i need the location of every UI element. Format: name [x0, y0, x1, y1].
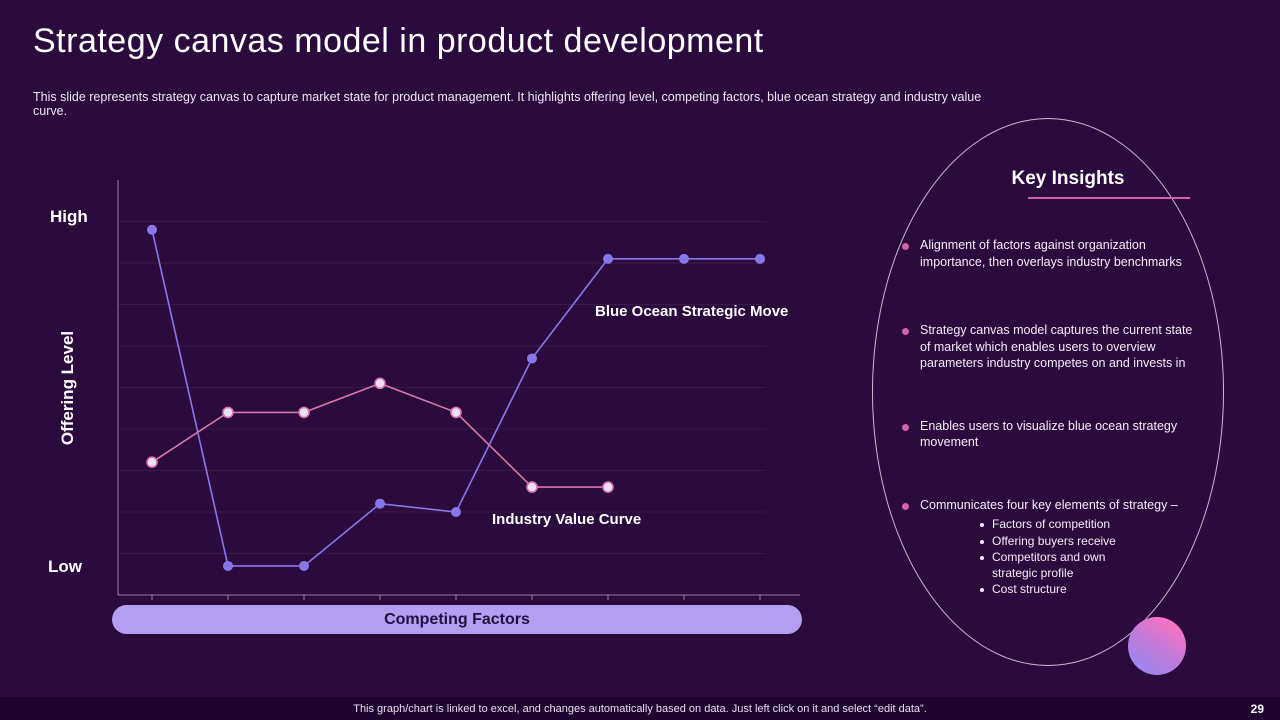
- key-insight-text: Enables users to visualize blue ocean st…: [920, 418, 1178, 450]
- sub-bullet-item: Cost structure: [980, 582, 1220, 598]
- key-insight-item: Alignment of factors against organizatio…: [884, 237, 1220, 270]
- bullet-dot-icon: [902, 423, 909, 431]
- gradient-circle-decoration: [1128, 617, 1186, 675]
- page-number: 29: [1250, 702, 1264, 716]
- key-insights-ellipse-outline: [872, 118, 1224, 666]
- series-label-industry-value: Industry Value Curve: [492, 511, 642, 528]
- key-insight-item: Enables users to visualize blue ocean st…: [884, 418, 1220, 451]
- x-axis-label-pill: Competing Factors: [112, 605, 802, 634]
- sub-bullet-text: Cost structure: [992, 582, 1067, 597]
- bullet-dot-icon: [902, 328, 909, 335]
- series-label-blue-ocean: Blue Ocean Strategic Move: [595, 303, 789, 320]
- sub-bullet-text: Offering buyers receive: [992, 533, 1116, 548]
- page-subtitle: This slide represents strategy canvas to…: [33, 90, 982, 118]
- sub-bullet-item: Competitors and own strategic profile: [980, 550, 1220, 581]
- page-title: Strategy canvas model in product develop…: [33, 22, 764, 60]
- sub-bullet-dot-icon: [980, 539, 984, 544]
- sub-bullet-dot-icon: [980, 523, 984, 527]
- y-axis-title: Offering Level: [58, 330, 77, 446]
- y-axis-high-label: High: [50, 207, 88, 226]
- key-insights-panel: Key Insights Alignment of factors agains…: [884, 128, 1220, 598]
- y-axis-low-label: Low: [48, 557, 82, 576]
- bullet-dot-icon: [902, 502, 909, 510]
- footer-note: This graph/chart is linked to excel, and…: [353, 702, 927, 715]
- key-insights-title: Key Insights: [1011, 168, 1125, 189]
- sub-bullet-item: Offering buyers receive: [980, 534, 1220, 550]
- footer-bar: This graph/chart is linked to excel, and…: [0, 697, 1280, 720]
- key-insight-item: Communicates four key elements of strate…: [884, 497, 1220, 514]
- key-insight-text: Alignment of factors against organizatio…: [920, 238, 1182, 269]
- sub-bullet-text: Competitors and own strategic profile: [992, 550, 1106, 580]
- bullet-dot-icon: [902, 243, 909, 250]
- x-axis-title: Competing Factors: [384, 610, 530, 628]
- sub-bullet-dot-icon: [980, 556, 984, 561]
- sub-bullet-text: Factors of competition: [992, 517, 1111, 531]
- key-insights-underline: [1028, 197, 1190, 199]
- strategy-canvas-chart[interactable]: [110, 175, 810, 605]
- sub-bullet-item: Factors of competition: [980, 517, 1220, 533]
- key-insight-sub-list: Factors of competition Offering buyers r…: [884, 517, 1220, 598]
- sub-bullet-dot-icon: [980, 588, 984, 593]
- key-insight-item: Strategy canvas model captures the curre…: [884, 322, 1220, 372]
- key-insight-text: Communicates four key elements of strate…: [920, 497, 1178, 512]
- key-insight-text: Strategy canvas model captures the curre…: [920, 323, 1193, 370]
